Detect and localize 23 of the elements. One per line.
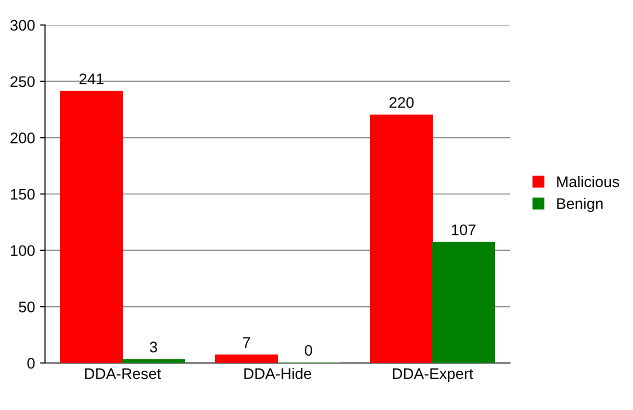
- data-label: 3: [150, 342, 158, 352]
- data-label: 220: [390, 97, 414, 108]
- legend-label: Benign: [557, 198, 603, 212]
- data-label: 7: [243, 337, 250, 348]
- y-tick-label: 300: [10, 20, 35, 31]
- y-tick-label: 0: [27, 358, 35, 369]
- y-tick-label: 250: [10, 76, 35, 88]
- x-tick-label: DDA-Reset: [85, 368, 162, 380]
- bar: [60, 90, 124, 363]
- bar: [122, 359, 186, 363]
- bar: [432, 242, 496, 363]
- y-tick-label: 150: [10, 188, 35, 200]
- data-label: 241: [80, 73, 104, 84]
- y-tick-label: 200: [10, 132, 35, 144]
- bar: [214, 354, 278, 363]
- bar: [370, 114, 434, 363]
- y-tick-label: 50: [18, 302, 35, 312]
- data-label: 0: [304, 344, 312, 356]
- x-tick-label: DDA-Hide: [244, 368, 312, 380]
- data-label: 107: [452, 224, 476, 236]
- y-tick-label: 100: [10, 245, 35, 256]
- legend-label: Malicious: [557, 176, 620, 188]
- x-tick-label: DDA-Expert: [393, 368, 474, 382]
